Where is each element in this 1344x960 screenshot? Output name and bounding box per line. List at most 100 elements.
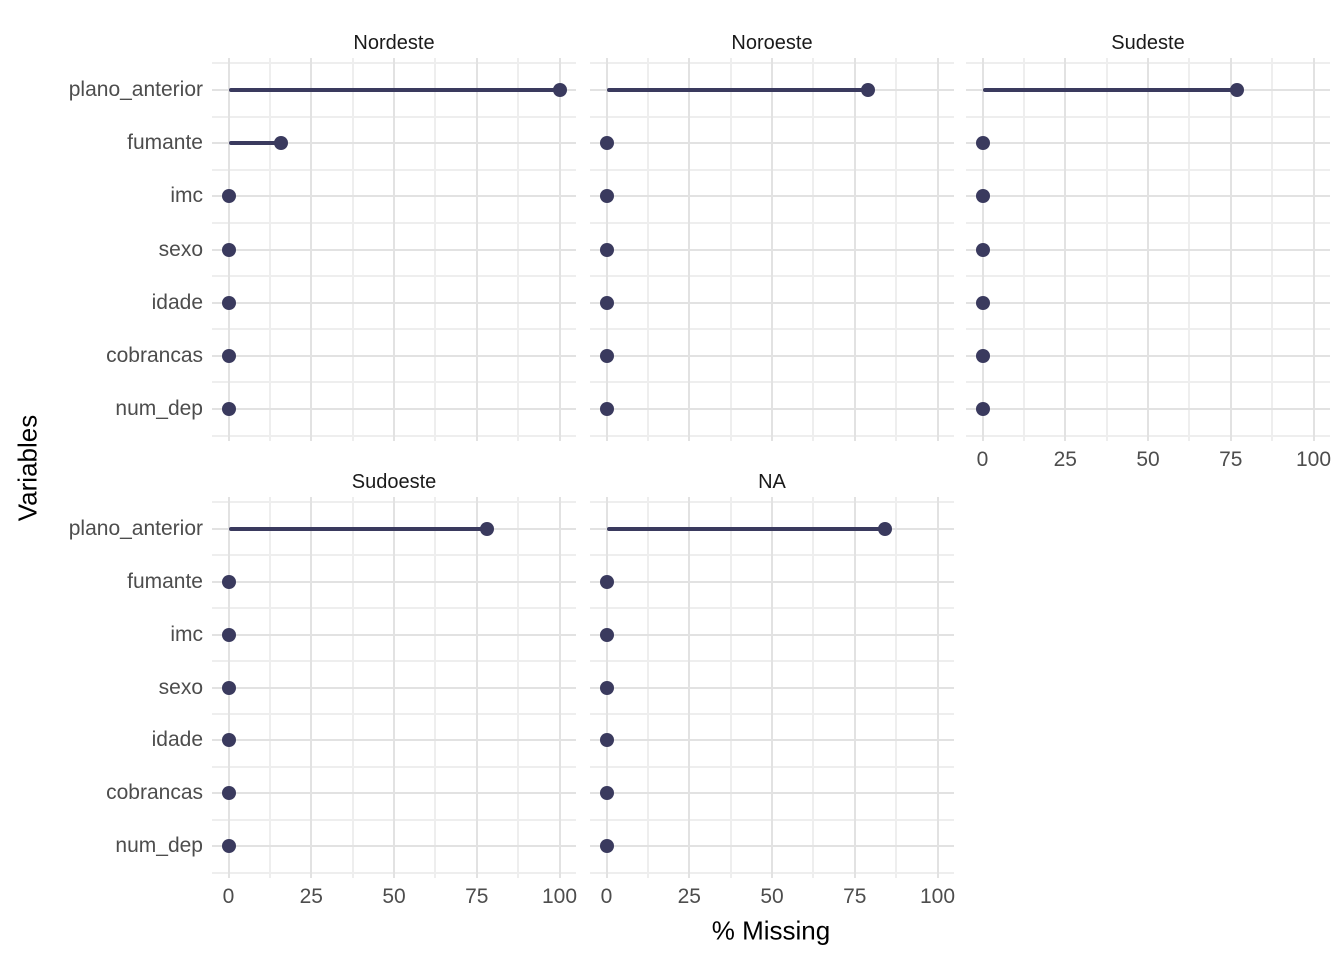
facet-strip-label: Noroeste: [731, 32, 813, 54]
gridline-major-v: [853, 497, 856, 878]
gridline-major-v: [1229, 58, 1232, 441]
lollipop-point: [221, 242, 236, 257]
gridline-major-v: [688, 497, 691, 878]
x-tick-label: 50: [760, 885, 784, 908]
lollipop-stem: [606, 527, 885, 531]
lollipop-point: [221, 786, 236, 801]
x-tick-label: 75: [465, 885, 489, 908]
x-axis-title: % Missing: [711, 915, 831, 946]
facet-strip-label: NA: [758, 471, 786, 493]
lollipop-point: [975, 295, 990, 310]
gridline-major-v: [1147, 58, 1149, 441]
lollipop-point: [599, 733, 614, 748]
lollipop-point: [599, 786, 614, 801]
facet-panel-sudoeste: [212, 497, 576, 878]
lollipop-point: [552, 82, 567, 97]
lollipop-point: [221, 348, 236, 363]
facet-strip-label: Sudoeste: [351, 471, 437, 493]
gridline-major-v: [475, 497, 478, 878]
x-tick-label: 100: [541, 885, 578, 908]
gridline-major-v: [475, 58, 478, 441]
y-tick-label: idade: [151, 290, 203, 314]
x-tick-label: 75: [843, 885, 867, 908]
lollipop-stem: [982, 88, 1238, 92]
lollipop-point: [599, 136, 614, 151]
y-tick-label: num_dep: [115, 397, 203, 421]
x-tick-label: 50: [1136, 448, 1160, 471]
gridline-major-v: [853, 58, 856, 441]
y-tick-label: fumante: [127, 131, 203, 155]
gridline-major-v: [771, 58, 773, 441]
gridline-major-v: [558, 58, 561, 441]
gridline-major-v: [688, 58, 691, 441]
lollipop-point: [221, 627, 236, 642]
y-tick-label: imc: [170, 622, 203, 646]
lollipop-point: [975, 402, 990, 417]
y-tick-label: plano_anterior: [68, 516, 203, 540]
gridline-major-v: [1312, 58, 1315, 441]
lollipop-point: [599, 295, 614, 310]
lollipop-point: [599, 242, 614, 257]
y-tick-label: idade: [151, 728, 203, 752]
lollipop-point: [221, 295, 236, 310]
y-tick-label: cobrancas: [106, 781, 203, 805]
x-tick-label: 100: [919, 885, 956, 908]
gridline-major-v: [1064, 58, 1067, 441]
facet-strip-label: Nordeste: [353, 32, 435, 54]
lollipop-point: [599, 680, 614, 695]
y-tick-label: cobrancas: [106, 343, 203, 367]
lollipop-point: [975, 189, 990, 204]
lollipop-point: [975, 242, 990, 257]
facet-strip-label: Sudeste: [1111, 32, 1185, 54]
x-tick-label: 100: [1295, 448, 1332, 471]
lollipop-point: [599, 348, 614, 363]
lollipop-point: [860, 82, 875, 97]
y-tick-label: plano_anterior: [68, 77, 203, 101]
gridline-major-v: [558, 497, 561, 878]
x-tick-label: 0: [600, 885, 613, 908]
x-tick-label: 0: [976, 448, 989, 471]
y-tick-label: sexo: [158, 237, 203, 261]
lollipop-point: [221, 733, 236, 748]
lollipop-point: [1230, 82, 1245, 97]
lollipop-stem: [228, 141, 282, 145]
lollipop-point: [599, 627, 614, 642]
x-tick-label: 0: [222, 885, 235, 908]
gridline-major-v: [936, 497, 939, 878]
gridline-major-v: [393, 58, 395, 441]
x-tick-label: 25: [1053, 448, 1077, 471]
y-tick-label: num_dep: [115, 834, 203, 858]
lollipop-point: [975, 136, 990, 151]
lollipop-stem: [228, 88, 560, 92]
lollipop-stem: [606, 88, 868, 92]
lollipop-point: [479, 521, 494, 536]
lollipop-point: [221, 680, 236, 695]
lollipop-point: [274, 136, 289, 151]
y-tick-label: imc: [170, 184, 203, 208]
lollipop-point: [599, 839, 614, 854]
facet-panel-nordeste: [212, 58, 576, 441]
gridline-major-v: [393, 497, 395, 878]
gridline-major-v: [310, 58, 313, 441]
x-tick-label: 50: [382, 885, 406, 908]
y-tick-label: sexo: [158, 675, 203, 699]
lollipop-stem: [228, 527, 487, 531]
facet-panel-sudeste: [966, 58, 1330, 441]
y-axis-title: Variables: [12, 414, 43, 522]
lollipop-point: [221, 189, 236, 204]
gridline-major-v: [771, 497, 773, 878]
lollipop-point: [221, 839, 236, 854]
lollipop-point: [599, 402, 614, 417]
lollipop-point: [221, 402, 236, 417]
y-tick-label: fumante: [127, 569, 203, 593]
lollipop-point: [975, 348, 990, 363]
lollipop-point: [221, 574, 236, 589]
gridline-major-v: [936, 58, 939, 441]
lollipop-point: [599, 189, 614, 204]
facet-panel-noroeste: [590, 58, 954, 441]
facet-panel-na: [590, 497, 954, 878]
lollipop-point: [599, 574, 614, 589]
x-tick-label: 25: [299, 885, 323, 908]
lollipop-point: [877, 521, 892, 536]
